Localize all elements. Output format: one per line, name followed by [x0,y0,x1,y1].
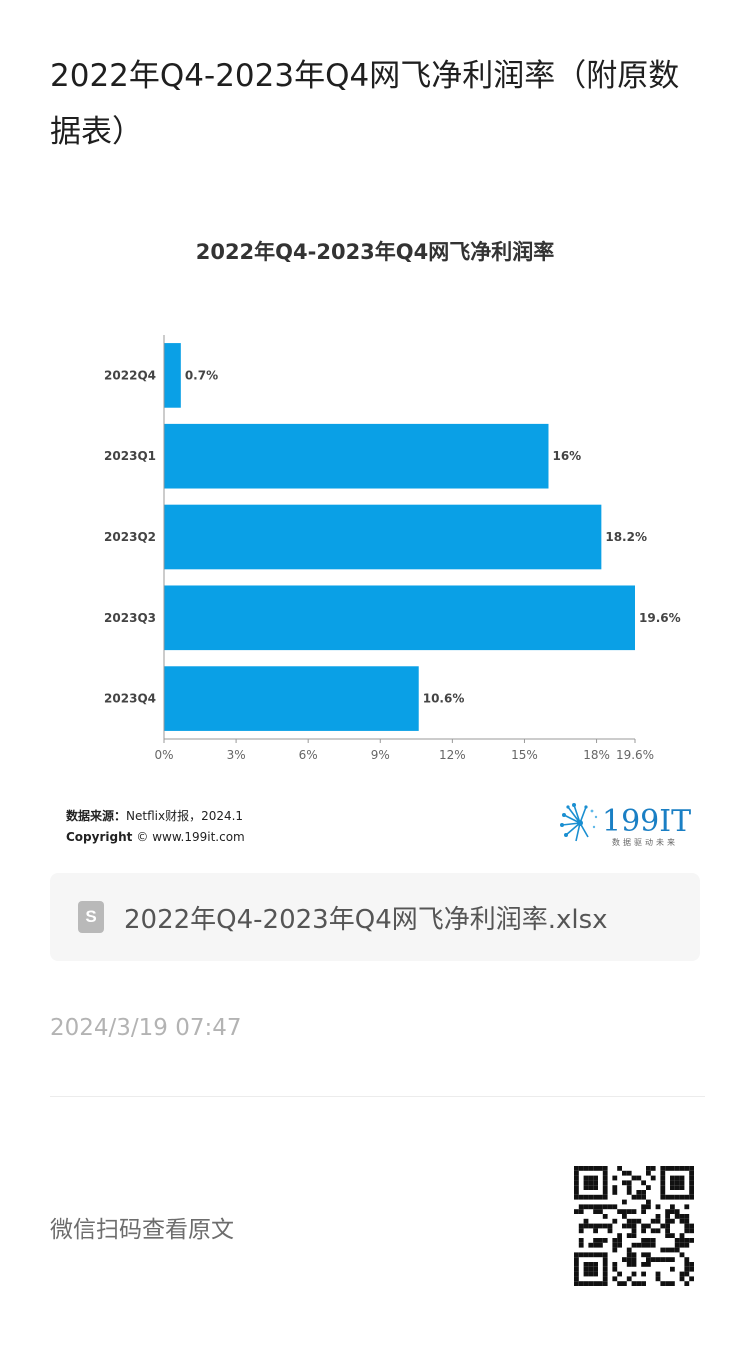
source-label-text: 数据来源： [66,808,126,823]
category-label: 2023Q1 [104,449,156,463]
logo-name: 199IT [602,804,691,839]
copyright-line: Copyright © www.199it.com [66,830,245,844]
x-tick-label: 0% [154,748,173,762]
scan-to-view-label: 微信扫码查看原文 [50,1217,234,1243]
publish-timestamp: 2024/3/19 07:47 [50,1015,242,1041]
logo-tagline: 数据驱动未来 [612,837,678,847]
source-label: 数据来源：Netflix财报，2024.1 [66,808,243,823]
bar-2023Q4 [164,666,419,731]
copyright-text: © www.199it.com [136,830,244,844]
bar-2023Q2 [164,504,602,570]
category-label: 2023Q2 [104,530,156,544]
attachment-filename: 2022年Q4-2023年Q4网飞净利润率.xlsx [124,904,608,935]
data-label: 10.6% [423,692,465,706]
qr-code-icon[interactable] [574,1166,694,1286]
x-tick-label: 3% [227,748,246,762]
x-tick-label: 9% [371,748,390,762]
data-label: 18.2% [605,530,647,544]
bar-2022Q4 [164,343,181,408]
source-text: Netflix财报，2024.1 [126,808,243,823]
spreadsheet-file-icon: S [78,901,104,933]
category-label: 2023Q4 [104,692,156,706]
x-tick-label: 19.6% [616,748,654,762]
copyright-label: Copyright [66,830,133,844]
data-label: 0.7% [185,368,218,382]
bar-2023Q3 [164,585,635,651]
data-label: 19.6% [639,611,681,625]
page-title: 2022年Q4-2023年Q4网飞净利润率（附原数据表） [50,58,680,150]
data-label: 16% [552,449,581,463]
category-label: 2023Q3 [104,611,156,625]
attachment-card[interactable]: S 2022年Q4-2023年Q4网飞净利润率.xlsx [50,873,700,961]
x-tick-label: 15% [511,748,538,762]
chart-title: 2022年Q4-2023年Q4网飞净利润率 [196,240,555,264]
x-tick-label: 18% [583,748,610,762]
x-tick-label: 6% [299,748,318,762]
dandelion-logo-icon [560,803,598,842]
bar-chart: 2022年Q4-2023年Q4网飞净利润率 2022Q4 0.7% 2023Q1 16… [50,215,700,855]
chart-svg: 2022年Q4-2023年Q4网飞净利润率 2022Q4 0.7% 2023Q1 16… [66,240,691,847]
bar-2023Q1 [164,423,549,489]
divider [50,1096,705,1097]
category-label: 2022Q4 [104,368,156,382]
x-tick-label: 12% [439,748,466,762]
